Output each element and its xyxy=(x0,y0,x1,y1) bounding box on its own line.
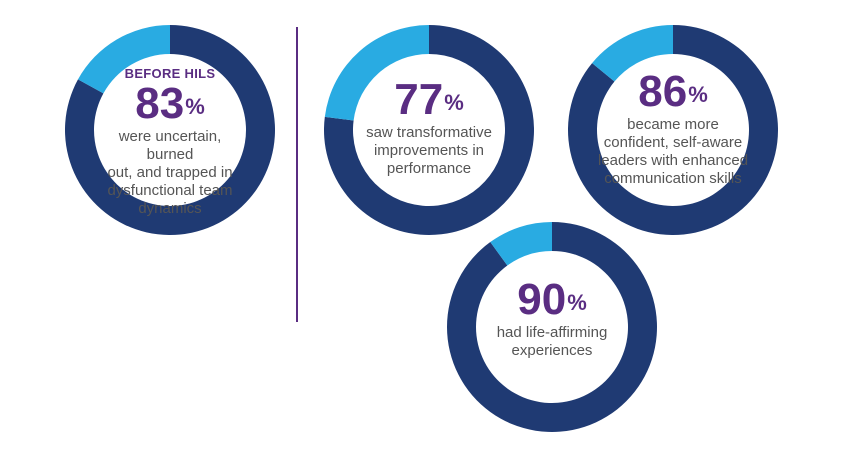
percent-value: 90% xyxy=(517,275,587,324)
stat-transform: 77% saw transformative improvements in per… xyxy=(354,78,504,178)
donut-remainder-arc xyxy=(77,25,170,94)
percent-value: 86% xyxy=(638,67,708,116)
donut-chart-before xyxy=(65,25,275,235)
donut-remainder-arc xyxy=(490,222,552,266)
stat-caption: were uncertain, burned out, and trapped i… xyxy=(107,128,233,217)
stat-life: 90% had life-affirming experiences xyxy=(477,278,627,360)
donut-chart-confident xyxy=(568,25,778,235)
stat-caption: saw transformative improvements in perform… xyxy=(366,124,492,177)
stat-confident: 86% became more confident, self-aware lead… xyxy=(593,70,753,188)
donut-remainder-arc xyxy=(324,25,429,121)
before-label: BEFORE HILS xyxy=(124,66,216,81)
stat-caption: became more confident, self-aware leaders … xyxy=(597,116,749,187)
percent-value: 83% xyxy=(135,79,205,128)
stat-caption: had life-affirming experiences xyxy=(496,324,608,359)
vertical-divider xyxy=(296,27,298,322)
stat-before: BEFORE HILS 83% were uncertain, burned ou… xyxy=(95,66,245,218)
donut-chart-life xyxy=(447,222,657,432)
percent-value: 77% xyxy=(394,75,464,124)
donut-chart-transform xyxy=(324,25,534,235)
donut-remainder-arc xyxy=(592,25,673,82)
